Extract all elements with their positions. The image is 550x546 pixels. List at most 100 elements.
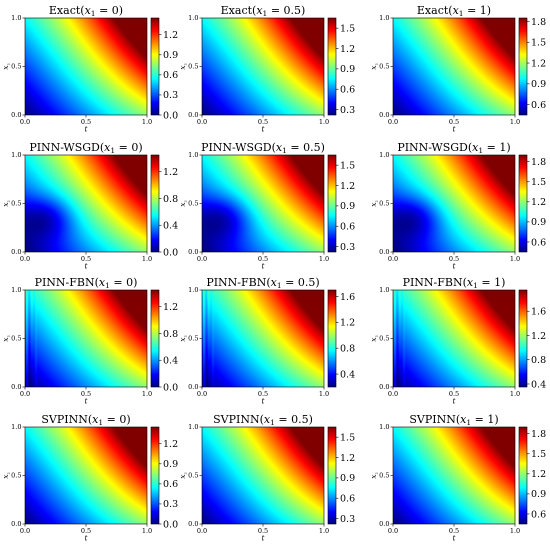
x-axis-label: t [452, 534, 456, 543]
x-tick-label: 0.5 [258, 527, 268, 535]
x-tick-label: 0.5 [258, 118, 268, 126]
colorbar [151, 18, 159, 115]
y-tick-label: 0.5 [379, 63, 389, 71]
colorbar-tick-label: 0.9 [340, 201, 355, 212]
y-tick-label: 0.5 [11, 200, 21, 208]
colorbar-tick-label: 0.6 [531, 237, 546, 248]
x-tick-label: 1.0 [319, 390, 329, 398]
colorbar [151, 155, 159, 252]
y-axis-label: x₂ [178, 472, 189, 478]
colorbar-tick-label: 0.6 [340, 222, 355, 233]
heatmap-image [393, 290, 515, 387]
y-tick-label: 0.0 [11, 248, 21, 256]
y-tick-label: 1.0 [188, 286, 198, 294]
colorbar-tick-label: 1.2 [163, 302, 178, 313]
x-axis-label: t [452, 262, 456, 271]
y-tick-label: 1.0 [379, 286, 389, 294]
colorbar-tick-label: 1.5 [340, 432, 355, 443]
subplot-title: PINN-WSGD(x1 = 0) [29, 141, 142, 155]
y-tick-label: 0.0 [379, 111, 389, 119]
colorbar [519, 427, 527, 524]
colorbar-tick-label: 1.2 [163, 167, 178, 178]
colorbar-tick-label: 0.8 [340, 344, 355, 355]
colorbar [328, 427, 336, 524]
x-axis-label: t [84, 397, 88, 406]
y-tick-label: 1.0 [11, 151, 21, 159]
heatmap-image [25, 18, 147, 115]
colorbar-tick-label: 0.3 [340, 514, 355, 525]
colorbar-tick-label: 0.0 [163, 247, 178, 258]
x-tick-label: 1.0 [510, 255, 520, 263]
subplot-3-2: SVPINN(x1 = 1) 0.0 0.5 1.0 t 0.0 0.5 1.0 x₂ 0.6 0.… [369, 413, 546, 543]
colorbar-tick-label: 0.4 [163, 221, 178, 232]
x-axis-label: t [84, 125, 88, 134]
heatmap-image [25, 290, 147, 387]
y-tick-label: 1.0 [379, 423, 389, 431]
y-tick-label: 1.0 [188, 14, 198, 22]
colorbar [151, 427, 159, 524]
x-axis-label: t [261, 397, 265, 406]
colorbar-tick-label: 1.5 [531, 177, 546, 188]
y-tick-label: 1.0 [11, 14, 21, 22]
colorbar-tick-label: 1.2 [340, 181, 355, 192]
colorbar [328, 290, 336, 387]
y-tick-label: 0.0 [11, 383, 21, 391]
heatmap-image [393, 18, 515, 115]
y-tick-label: 0.0 [11, 520, 21, 528]
colorbar-tick-label: 1.2 [163, 439, 178, 450]
subplot-3-0: SVPINN(x1 = 0) 0.0 0.5 1.0 t 0.0 0.5 1.0 x₂ 0.0 0.… [1, 413, 178, 543]
x-tick-label: 1.0 [319, 527, 329, 535]
colorbar-tick-label: 0.3 [340, 242, 355, 253]
y-tick-label: 1.0 [11, 423, 21, 431]
x-tick-label: 0.0 [197, 255, 207, 263]
x-tick-label: 0.0 [20, 118, 30, 126]
x-tick-label: 0.5 [449, 255, 459, 263]
subplot-2-2: PINN-FBN(x1 = 1) 0.0 0.5 1.0 t 0.0 0.5 1.0 x₂ 0.4… [369, 276, 546, 406]
heatmap-image [25, 155, 147, 252]
subplot-title: Exact(x1 = 1) [417, 4, 491, 18]
subplot-title: PINN-FBN(x1 = 0) [35, 276, 138, 290]
subplot-title: PINN-WSGD(x1 = 0.5) [201, 141, 325, 155]
x-tick-label: 0.5 [449, 118, 459, 126]
y-tick-label: 1.0 [188, 423, 198, 431]
x-tick-label: 1.0 [142, 390, 152, 398]
y-axis-label: x₂ [369, 200, 380, 206]
heatmap-image [393, 427, 515, 524]
colorbar-frame [150, 289, 160, 388]
heatmap-image [202, 290, 324, 387]
colorbar-tick-label: 0.4 [531, 379, 546, 390]
y-tick-label: 0.5 [11, 472, 21, 480]
colorbar-tick-label: 1.2 [531, 197, 546, 208]
x-axis-label: t [452, 125, 456, 134]
x-tick-label: 0.0 [20, 390, 30, 398]
y-axis-label: x₂ [1, 472, 12, 478]
colorbar-tick-label: 1.2 [340, 453, 355, 464]
colorbar-tick-label: 1.5 [340, 23, 355, 34]
colorbar [519, 155, 527, 252]
colorbar-tick-label: 0.3 [163, 499, 178, 510]
x-tick-label: 1.0 [142, 255, 152, 263]
x-tick-label: 1.0 [142, 527, 152, 535]
y-tick-label: 0.5 [379, 472, 389, 480]
y-tick-label: 0.5 [11, 335, 21, 343]
x-tick-label: 0.0 [20, 255, 30, 263]
colorbar-tick-label: 0.9 [163, 50, 178, 61]
colorbar-tick-label: 1.5 [531, 38, 546, 49]
colorbar-tick-label: 0.9 [163, 459, 178, 470]
colorbar [519, 290, 527, 387]
colorbar-frame [327, 426, 337, 525]
colorbar-frame [150, 154, 160, 253]
heatmap-image [393, 155, 515, 252]
subplot-0-2: Exact(x1 = 1) 0.0 0.5 1.0 t 0.0 0.5 1.0 x₂ 0.6 0.9… [369, 4, 546, 134]
x-tick-label: 0.5 [449, 390, 459, 398]
y-axis-label: x₂ [178, 63, 189, 69]
subplot-2-1: PINN-FBN(x1 = 0.5) 0.0 0.5 1.0 t 0.0 0.5 1.0 x₂ 0… [178, 276, 355, 406]
colorbar-tick-label: 0.4 [163, 356, 178, 367]
colorbar-frame [150, 426, 160, 525]
y-tick-label: 0.5 [188, 63, 198, 71]
subplot-title: SVPINN(x1 = 1) [409, 413, 498, 427]
subplot-title: SVPINN(x1 = 0.5) [213, 413, 313, 427]
x-tick-label: 1.0 [510, 527, 520, 535]
colorbar [328, 18, 336, 115]
colorbar-tick-label: 1.8 [531, 429, 546, 440]
